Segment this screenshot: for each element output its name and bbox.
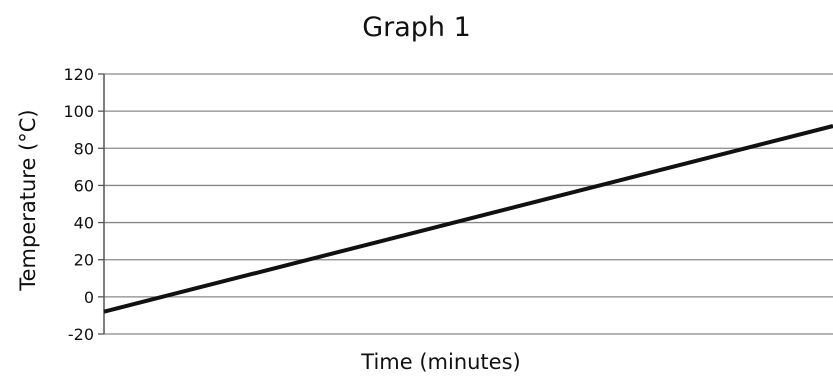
y-tick-label: 60 xyxy=(74,176,94,195)
y-tick-label: 0 xyxy=(84,288,94,307)
y-tick-label: 80 xyxy=(74,139,94,158)
y-tick-label: -20 xyxy=(68,325,94,344)
y-tick-label: 20 xyxy=(74,251,94,270)
series-line xyxy=(103,124,833,314)
x-axis-label: Time (minutes) xyxy=(361,350,521,374)
chart-title: Graph 1 xyxy=(362,12,471,43)
y-tick-label: 120 xyxy=(63,65,94,84)
y-tick-label: 100 xyxy=(63,102,94,121)
y-tick-label: 40 xyxy=(74,214,94,233)
